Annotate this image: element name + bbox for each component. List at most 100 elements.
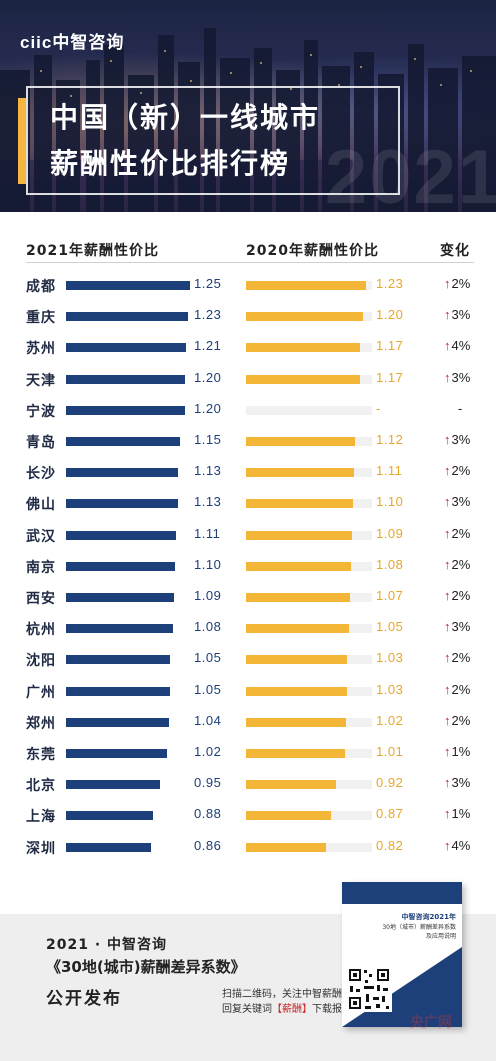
- up-arrow-icon: ↑: [444, 681, 451, 697]
- bar-2020: [246, 593, 351, 602]
- change-text: 3%: [451, 307, 471, 323]
- footer-line1: 2021 · 中智咨询: [46, 937, 168, 953]
- change-value: ↑3%: [444, 432, 470, 447]
- change-text: 2%: [451, 463, 471, 479]
- value-2021: 1.10: [194, 556, 222, 572]
- bar-2020: [246, 811, 331, 821]
- change-text: 2%: [451, 712, 471, 728]
- bar-2020-track: [246, 312, 372, 322]
- change-text: 2%: [451, 556, 471, 572]
- keyword-instruction: 回复关键词【薪酬】下载报告: [222, 1000, 352, 1015]
- value-2020: 1.20: [376, 307, 404, 323]
- city-label: 西安: [26, 591, 56, 607]
- change-text: 1%: [451, 744, 471, 759]
- city-label: 沈阳: [26, 653, 56, 670]
- bar-2020: [246, 655, 347, 665]
- year-watermark: 2021: [324, 135, 496, 212]
- city-label: 宁波: [26, 403, 56, 420]
- table-row: 宁波 1.20 - -: [0, 398, 496, 424]
- up-arrow-icon: ↑: [444, 463, 451, 479]
- source-watermark: 央广网: [410, 1015, 452, 1031]
- bar-2020-track: [246, 530, 372, 540]
- bar-2020: [246, 499, 354, 509]
- bar-2020: [246, 686, 347, 696]
- bar-2020-track: [246, 842, 372, 852]
- table-row: 西安 1.09 1.07 ↑2%: [0, 585, 496, 611]
- value-2021: 1.13: [194, 463, 222, 479]
- report-cover: 中智咨询2021年 30地（城市）薪酬差异系数 及应用说明: [342, 882, 462, 1027]
- bar-2020-track: [246, 468, 372, 478]
- bar-2021: [66, 655, 171, 665]
- ciic-logo: ciic中智咨询: [20, 33, 125, 52]
- up-arrow-icon: ↑: [444, 744, 451, 759]
- change-value: ↑2%: [444, 588, 470, 603]
- column-change-header: 变化: [440, 243, 470, 259]
- value-2020: 1.01: [376, 744, 404, 759]
- change-text: 1%: [451, 806, 471, 822]
- table-row: 重庆 1.23 1.20 ↑3%: [0, 304, 496, 330]
- bar-2021: [66, 312, 188, 322]
- value-2021: 1.05: [194, 681, 222, 697]
- bar-2020-track: [246, 655, 372, 665]
- value-2020: 1.12: [376, 432, 404, 447]
- value-2021: 1.25: [194, 276, 222, 291]
- value-2020: 1.09: [376, 525, 404, 541]
- value-2021: 1.23: [194, 307, 222, 323]
- value-2021: 0.88: [194, 806, 222, 822]
- change-text: 4%: [451, 837, 471, 853]
- bar-2020-track: [246, 405, 372, 415]
- bar-2020: [246, 530, 353, 540]
- table-row: 天津 1.20 1.17 ↑3%: [0, 367, 496, 393]
- bar-2021: [66, 281, 190, 290]
- change-text: -: [458, 400, 463, 416]
- up-arrow-icon: ↑: [444, 494, 451, 510]
- table-row: 北京 0.95 0.92 ↑3%: [0, 772, 496, 798]
- bar-2020-track: [246, 624, 372, 634]
- change-value: ↑2%: [444, 713, 470, 728]
- change-text: 2%: [451, 650, 471, 666]
- bar-2020: [246, 561, 352, 571]
- table-row: 东莞 1.02 1.01 ↑1%: [0, 741, 496, 767]
- bar-2020: [246, 468, 355, 478]
- change-value: ↑3%: [444, 494, 470, 509]
- city-label: 成都: [26, 279, 56, 295]
- keyword-pre: 回复关键词: [222, 1004, 272, 1015]
- up-arrow-icon: ↑: [444, 619, 451, 635]
- value-2020: 1.07: [376, 588, 404, 603]
- qr-code-icon[interactable]: [346, 966, 392, 1012]
- up-arrow-icon: ↑: [444, 276, 451, 291]
- table-row: 长沙 1.13 1.11 ↑2%: [0, 460, 496, 486]
- up-arrow-icon: ↑: [444, 775, 451, 791]
- change-text: 3%: [451, 494, 471, 510]
- qr-instruction: 扫描二维码，关注中智薪酬: [222, 989, 342, 1000]
- value-2020: 1.11: [376, 463, 403, 479]
- value-2020: 1.08: [376, 556, 404, 572]
- city-label: 南京: [26, 559, 56, 576]
- city-label: 东莞: [26, 747, 56, 763]
- value-2021: 1.20: [194, 369, 222, 385]
- bar-2021: [66, 468, 179, 478]
- city-label: 重庆: [26, 310, 56, 327]
- change-value: ↑1%: [444, 744, 470, 759]
- bar-2021: [66, 343, 186, 353]
- change-text: 3%: [451, 369, 471, 385]
- bar-2021: [66, 437, 181, 446]
- up-arrow-icon: ↑: [444, 712, 451, 728]
- value-2020: 1.05: [376, 619, 404, 635]
- bar-2020-track: [246, 811, 372, 821]
- table-row: 青岛 1.15 1.12 ↑3%: [0, 429, 496, 455]
- bar-2020-track: [246, 437, 372, 446]
- footer-report-title: 《30地(城市)薪酬差异系数》: [46, 958, 246, 976]
- up-arrow-icon: ↑: [444, 837, 451, 853]
- bar-2020-track: [246, 593, 372, 602]
- bar-2021: [66, 593, 175, 602]
- report-cover-subtitle2: 及应用说明: [425, 933, 456, 940]
- keyword-post: 下载报告: [312, 1004, 352, 1015]
- bar-2020: [246, 780, 336, 790]
- up-arrow-icon: ↑: [444, 650, 451, 666]
- bar-2020: [246, 842, 326, 852]
- table-row: 南京 1.10 1.08 ↑2%: [0, 554, 496, 580]
- bar-2021: [66, 780, 161, 790]
- change-value: ↑3%: [444, 307, 470, 322]
- table-row: 武汉 1.11 1.09 ↑2%: [0, 523, 496, 549]
